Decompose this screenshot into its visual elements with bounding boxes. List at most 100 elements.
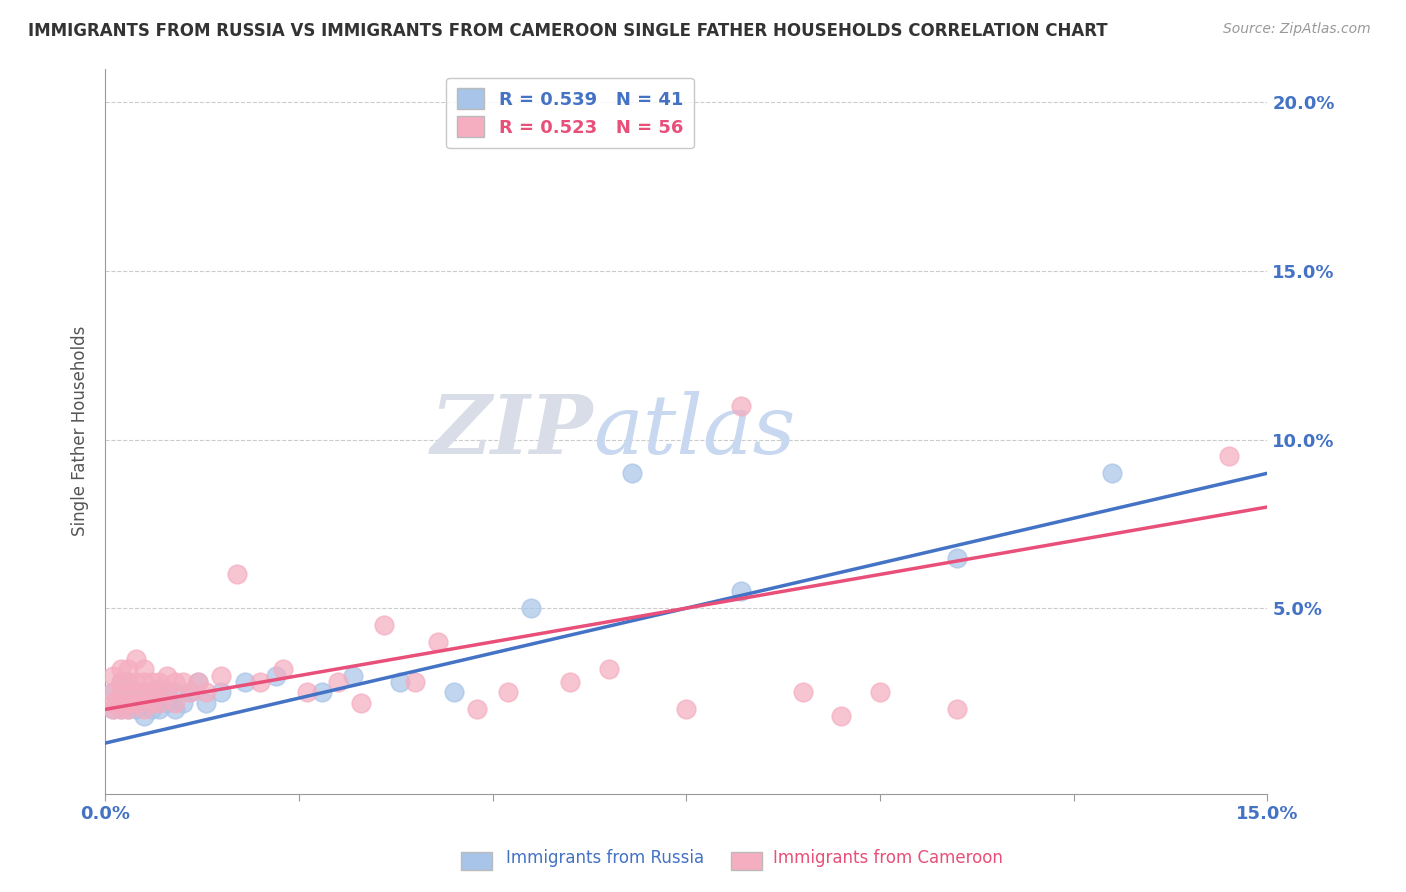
Point — [141, 685, 163, 699]
Point — [226, 567, 249, 582]
Point — [156, 685, 179, 699]
Point — [125, 702, 148, 716]
Point — [125, 652, 148, 666]
Legend: R = 0.539   N = 41, R = 0.523   N = 56: R = 0.539 N = 41, R = 0.523 N = 56 — [446, 78, 695, 148]
Point — [110, 675, 132, 690]
Point — [443, 685, 465, 699]
Point — [187, 675, 209, 690]
Point — [209, 668, 232, 682]
Point — [311, 685, 333, 699]
Point — [101, 702, 124, 716]
Point — [675, 702, 697, 716]
Point — [730, 584, 752, 599]
Point — [125, 696, 148, 710]
Point — [404, 675, 426, 690]
Point — [141, 702, 163, 716]
Point — [156, 668, 179, 682]
Point — [946, 550, 969, 565]
Point — [110, 662, 132, 676]
Point — [132, 702, 155, 716]
Point — [172, 675, 194, 690]
Point — [233, 675, 256, 690]
Point — [117, 662, 139, 676]
Point — [598, 662, 620, 676]
Point — [792, 685, 814, 699]
Point — [342, 668, 364, 682]
Point — [295, 685, 318, 699]
Point — [101, 685, 124, 699]
Point — [156, 685, 179, 699]
Point — [132, 685, 155, 699]
Point — [148, 685, 170, 699]
Point — [101, 696, 124, 710]
Point — [388, 675, 411, 690]
Point — [110, 696, 132, 710]
Point — [101, 702, 124, 716]
Point — [117, 675, 139, 690]
Point — [187, 675, 209, 690]
Point — [179, 685, 201, 699]
Point — [101, 668, 124, 682]
Point — [125, 685, 148, 699]
Point — [373, 618, 395, 632]
Text: IMMIGRANTS FROM RUSSIA VS IMMIGRANTS FROM CAMEROON SINGLE FATHER HOUSEHOLDS CORR: IMMIGRANTS FROM RUSSIA VS IMMIGRANTS FRO… — [28, 22, 1108, 40]
Point — [350, 696, 373, 710]
Point — [117, 685, 139, 699]
Text: atlas: atlas — [593, 391, 796, 471]
Point — [1101, 467, 1123, 481]
Point — [179, 685, 201, 699]
Point — [148, 702, 170, 716]
Point — [163, 685, 186, 699]
Text: Immigrants from Cameroon: Immigrants from Cameroon — [773, 849, 1002, 867]
Point — [558, 675, 581, 690]
Point — [110, 696, 132, 710]
Point — [163, 696, 186, 710]
Point — [110, 702, 132, 716]
Point — [326, 675, 349, 690]
Point — [125, 675, 148, 690]
Point — [869, 685, 891, 699]
Point — [110, 685, 132, 699]
Y-axis label: Single Father Households: Single Father Households — [72, 326, 89, 536]
Point — [132, 685, 155, 699]
Point — [730, 399, 752, 413]
Point — [132, 709, 155, 723]
Point — [132, 662, 155, 676]
Text: Immigrants from Russia: Immigrants from Russia — [506, 849, 704, 867]
Point — [172, 696, 194, 710]
Point — [117, 702, 139, 716]
Point — [110, 702, 132, 716]
Point — [520, 601, 543, 615]
Point — [163, 675, 186, 690]
Point — [132, 696, 155, 710]
Point — [117, 675, 139, 690]
Text: Source: ZipAtlas.com: Source: ZipAtlas.com — [1223, 22, 1371, 37]
Point — [264, 668, 287, 682]
Point — [946, 702, 969, 716]
Point — [132, 675, 155, 690]
Point — [427, 635, 450, 649]
Point — [163, 702, 186, 716]
Point — [110, 675, 132, 690]
Point — [194, 696, 217, 710]
Point — [465, 702, 488, 716]
Point — [125, 696, 148, 710]
Point — [249, 675, 271, 690]
Point — [496, 685, 519, 699]
Point — [117, 702, 139, 716]
Point — [194, 685, 217, 699]
Point — [117, 696, 139, 710]
Point — [101, 685, 124, 699]
Point — [141, 696, 163, 710]
Point — [148, 682, 170, 697]
Point — [148, 696, 170, 710]
Point — [141, 685, 163, 699]
Point — [141, 675, 163, 690]
Point — [125, 685, 148, 699]
Point — [148, 675, 170, 690]
Text: ZIP: ZIP — [430, 391, 593, 471]
Point — [141, 696, 163, 710]
Point — [156, 696, 179, 710]
Point — [148, 692, 170, 706]
Point — [830, 709, 852, 723]
